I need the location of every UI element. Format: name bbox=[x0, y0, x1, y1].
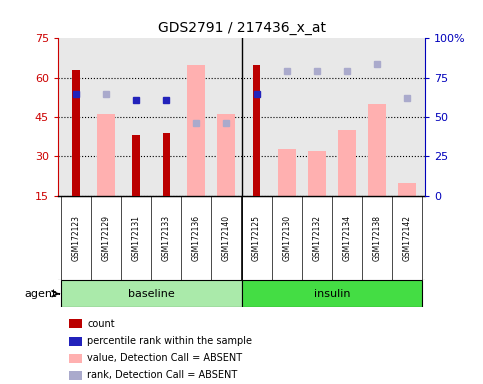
Bar bbox=[368, 104, 386, 196]
Text: GSM172129: GSM172129 bbox=[101, 215, 111, 261]
Bar bbox=[69, 337, 82, 346]
Text: GSM172133: GSM172133 bbox=[162, 215, 171, 261]
Bar bbox=[187, 65, 205, 196]
Text: GSM172138: GSM172138 bbox=[372, 215, 382, 261]
Bar bbox=[308, 151, 326, 196]
Bar bbox=[338, 130, 356, 196]
Bar bbox=[398, 183, 416, 196]
Text: count: count bbox=[87, 318, 115, 329]
Bar bbox=[97, 114, 115, 196]
Text: agent: agent bbox=[24, 289, 57, 299]
Text: GSM172136: GSM172136 bbox=[192, 215, 201, 261]
Text: insulin: insulin bbox=[313, 289, 350, 299]
Text: GSM172132: GSM172132 bbox=[312, 215, 321, 261]
Text: rank, Detection Call = ABSENT: rank, Detection Call = ABSENT bbox=[87, 370, 238, 381]
Text: GSM172134: GSM172134 bbox=[342, 215, 351, 261]
Text: GDS2791 / 217436_x_at: GDS2791 / 217436_x_at bbox=[157, 21, 326, 35]
Bar bbox=[217, 114, 236, 196]
Bar bbox=[162, 133, 170, 196]
Text: GSM172125: GSM172125 bbox=[252, 215, 261, 261]
Bar bbox=[61, 280, 242, 307]
Bar bbox=[69, 371, 82, 380]
Text: value, Detection Call = ABSENT: value, Detection Call = ABSENT bbox=[87, 353, 242, 363]
Text: GSM172140: GSM172140 bbox=[222, 215, 231, 261]
Text: GSM172123: GSM172123 bbox=[71, 215, 81, 261]
Text: baseline: baseline bbox=[128, 289, 175, 299]
Bar bbox=[69, 354, 82, 363]
Text: GSM172130: GSM172130 bbox=[282, 215, 291, 261]
Bar bbox=[69, 319, 82, 328]
Bar bbox=[242, 280, 422, 307]
Bar bbox=[253, 65, 260, 196]
Text: GSM172142: GSM172142 bbox=[402, 215, 412, 261]
Bar bbox=[278, 149, 296, 196]
Text: GSM172131: GSM172131 bbox=[132, 215, 141, 261]
Text: percentile rank within the sample: percentile rank within the sample bbox=[87, 336, 252, 346]
Bar bbox=[72, 70, 80, 196]
Bar bbox=[132, 136, 140, 196]
